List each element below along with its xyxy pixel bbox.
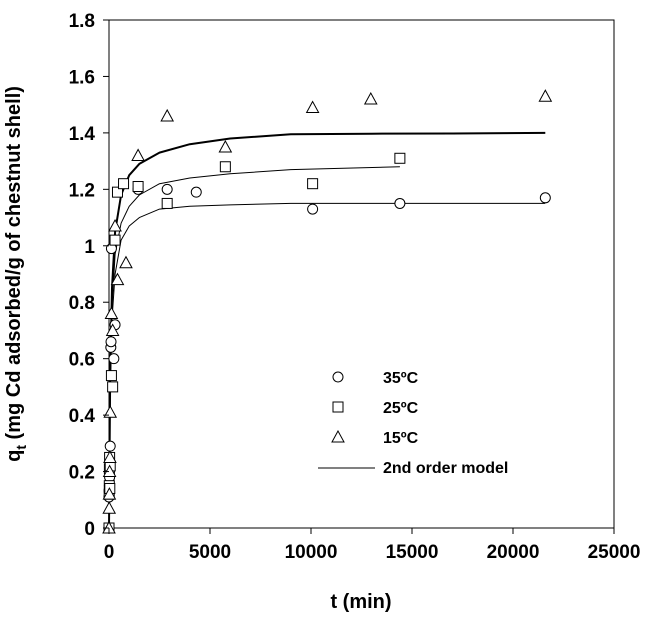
y-tick-label: 1.2 [69,180,95,201]
data-point-triangle [160,108,175,122]
data-point-triangle [108,218,122,232]
data-point-triangle [119,255,133,269]
y-tick-label: 1.6 [69,67,95,88]
legend-label-15c: 15ºC [383,430,419,447]
legend-circle-marker [332,371,344,383]
x-tick-label: 25000 [588,542,641,563]
y-tick-label: 1.8 [69,11,95,32]
data-point-circle [307,203,319,215]
data-point-triangle [218,139,233,153]
legend-label-35c: 35ºC [383,370,419,387]
legend-item-35c: 35ºC [332,370,419,387]
legend: 35ºC 25ºC 15ºC 2nd order model [318,370,508,477]
data-point-square [109,234,121,246]
data-point-triangle [538,89,553,102]
legend-label-25c: 25ºC [383,400,419,417]
data-point-circle [190,186,202,198]
data-point-square [105,370,117,382]
x-axis-title: t (min) [330,591,391,613]
data-point-circle [394,197,406,209]
data-point-triangle [103,405,118,418]
y-tick-label: 0.2 [69,463,95,484]
data-point-circle [108,353,120,365]
data-point-triangle [102,501,117,514]
data-point-square [219,161,231,173]
legend-item-model: 2nd order model [318,460,508,477]
data-point-circle [104,440,116,452]
y-tick-label: 0 [84,519,95,540]
y-tick-label: 1.4 [69,124,96,145]
legend-item-25c: 25ºC [332,400,419,417]
data-point-circle [105,336,117,348]
data-point-triangle [305,100,320,113]
data-point-circle [539,192,551,204]
data-point-triangle [363,91,378,105]
y-axis-title: qt (mg Cd adsorbed/g of chestnut shell) [3,86,29,462]
data-point-square [111,186,123,198]
legend-label-model: 2nd order model [383,460,508,477]
data-point-circle [161,183,173,195]
data-point-triangle [105,323,120,336]
x-axis-ticks: 0 5000 10000 15000 20000 25000 [104,528,641,563]
legend-item-15c: 15ºC [331,429,419,447]
model-curve-line [108,202,546,529]
x-tick-label: 10000 [285,542,338,563]
data-point-square [118,178,130,190]
data-point-square [394,152,406,164]
x-tick-label: 0 [104,542,115,563]
data-point-square [107,381,119,393]
y-axis-title-subscript: t [13,445,29,450]
data-point-triangle [131,148,145,161]
data-point-triangle [110,272,125,286]
data-point-square [161,197,173,209]
y-tick-label: 0.8 [69,293,95,314]
x-tick-label: 20000 [487,542,540,563]
y-tick-label: 0.6 [69,350,95,371]
y-tick-label: 1 [84,237,95,258]
data-point-square [307,178,319,190]
data-point-square [132,181,144,193]
data-point-triangle [102,487,117,500]
plot-area [108,19,615,529]
legend-square-marker [332,401,344,413]
y-axis-title-symbol: q [3,450,25,462]
data-point-triangle [103,450,117,463]
y-axis-ticks: 0 0.2 0.4 0.6 0.8 1 1.2 1.4 1.6 1.8 [69,11,109,540]
x-tick-label: 5000 [189,542,231,563]
legend-triangle-marker [331,429,345,443]
x-tick-label: 15000 [386,542,439,563]
data-point-triangle [104,306,119,320]
y-tick-label: 0.4 [69,406,96,427]
model-curve-line [108,131,546,529]
y-axis-title-rest: (mg Cd adsorbed/g of chestnut shell) [3,86,25,445]
